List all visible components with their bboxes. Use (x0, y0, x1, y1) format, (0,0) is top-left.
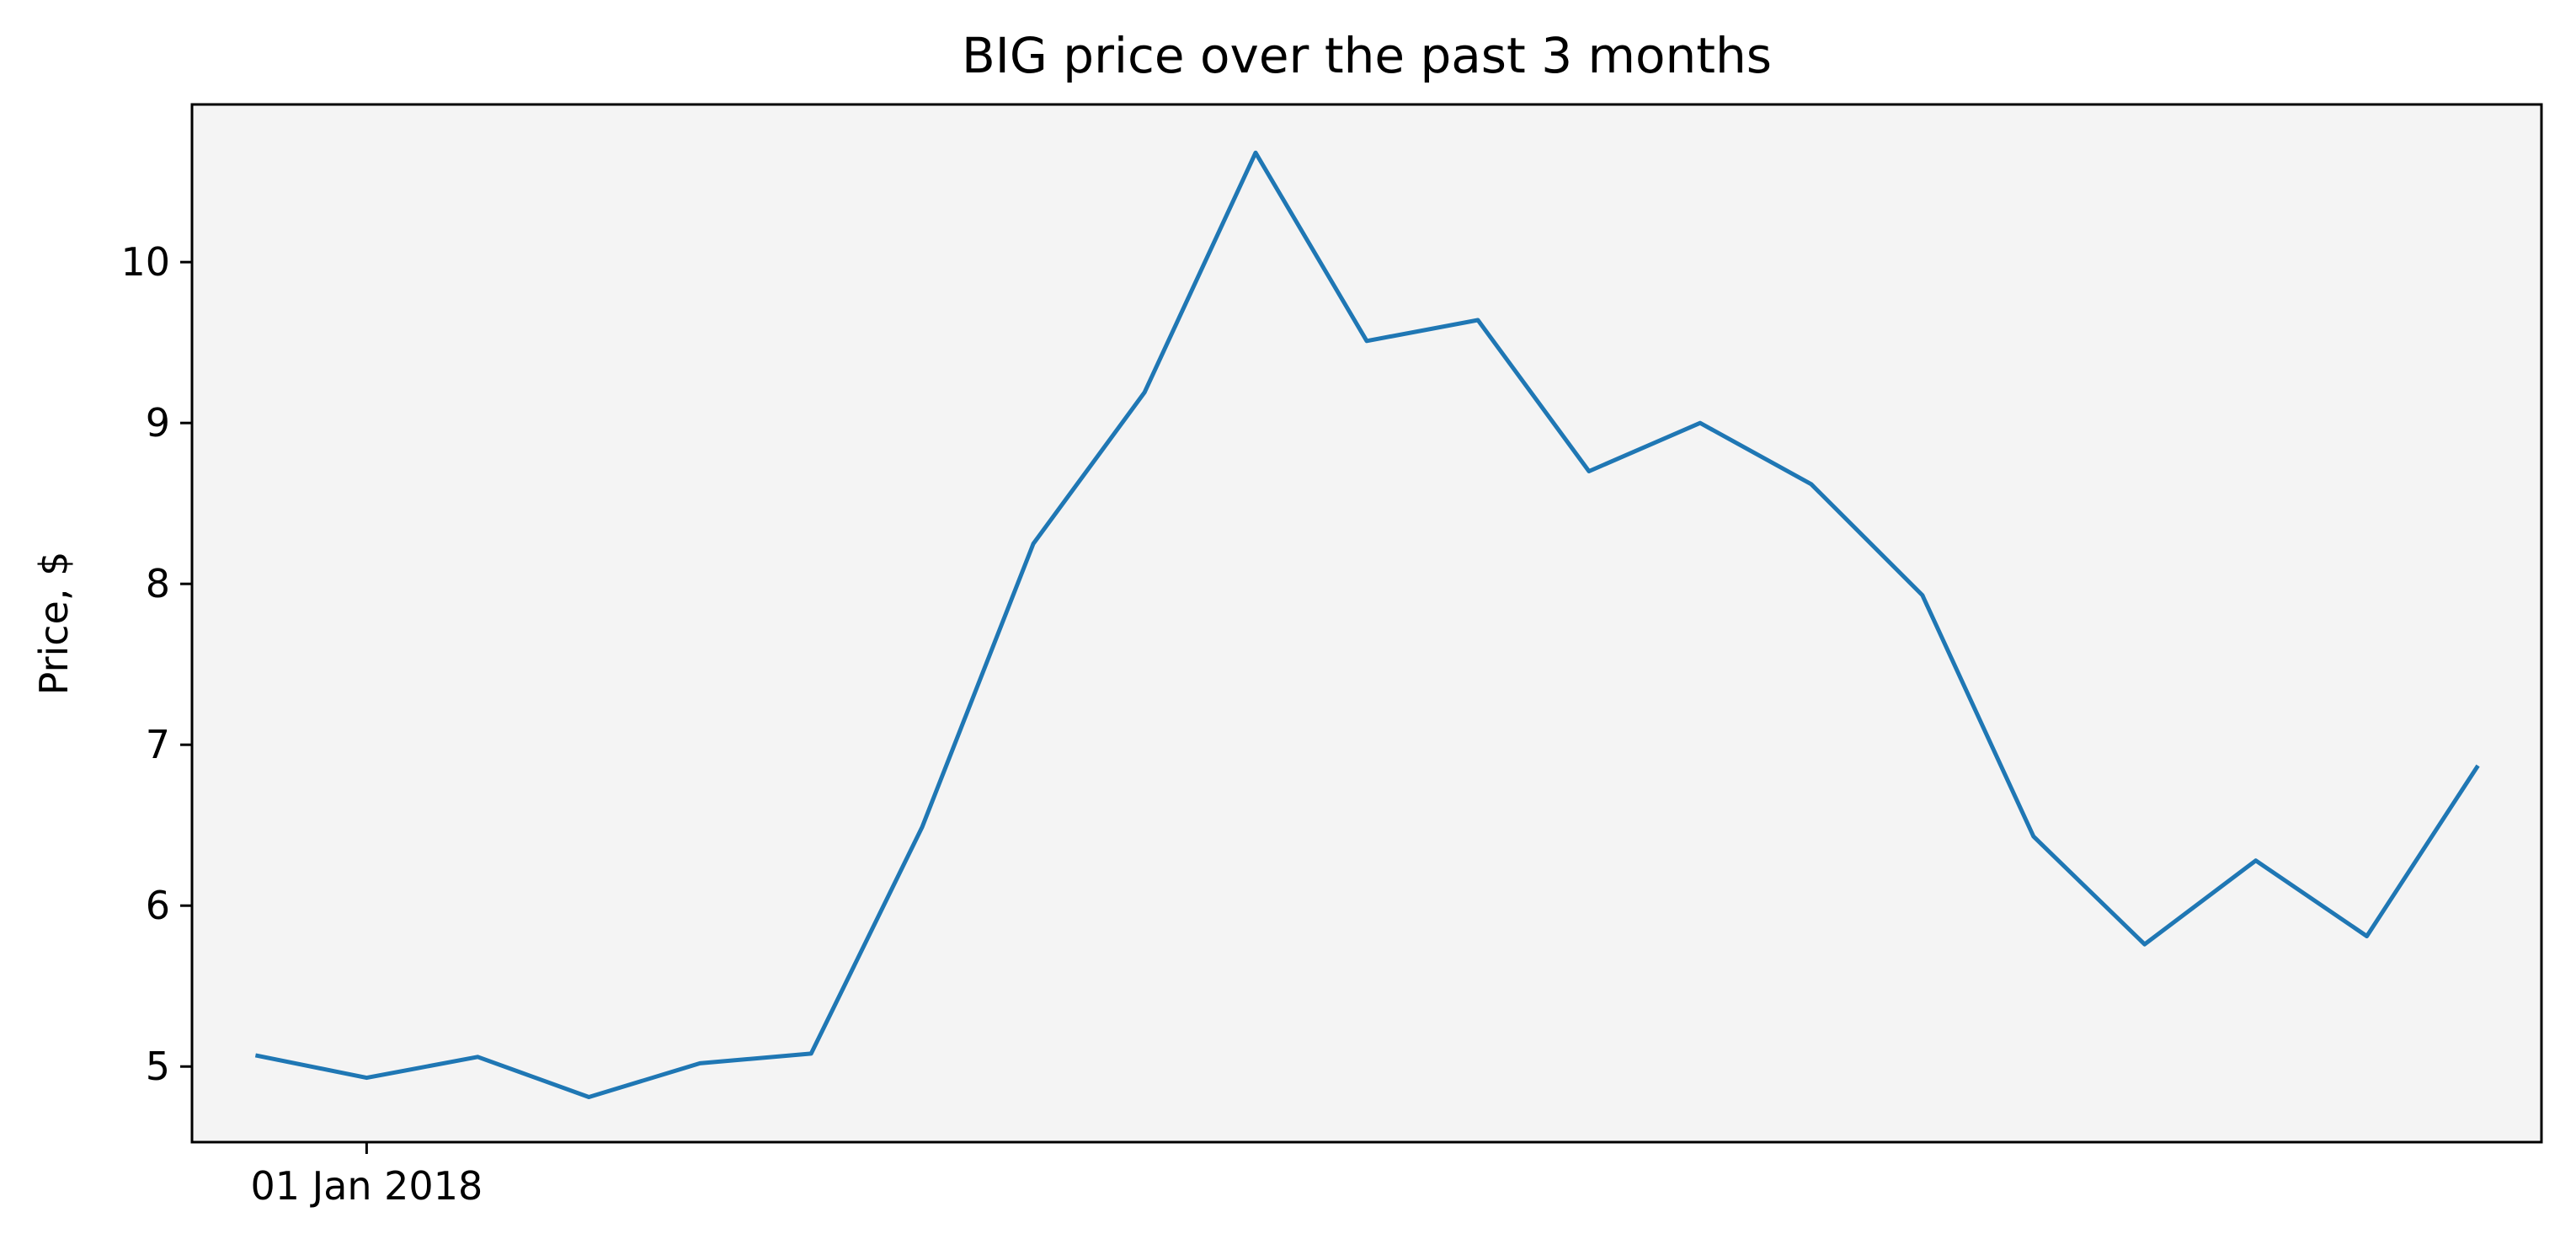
chart-title: BIG price over the past 3 months (962, 27, 1772, 84)
series-layer (254, 150, 2480, 1099)
y-tick-label: 9 (146, 400, 170, 446)
plot-frame (190, 103, 2543, 1144)
y-tick-label: 6 (146, 883, 170, 928)
x-axis-ticks: 01 Jan 2018 (250, 1142, 483, 1209)
y-tick-label: 8 (146, 561, 170, 606)
plot-area (192, 104, 2541, 1142)
y-axis-label: Price, $ (31, 552, 77, 696)
y-tick-label: 7 (146, 722, 170, 767)
x-tick-label: 01 Jan 2018 (250, 1163, 483, 1209)
y-tick-label: 5 (146, 1044, 170, 1089)
y-tick-label: 10 (120, 239, 170, 285)
y-axis-ticks: 5 6 7 8 9 10 (120, 239, 192, 1089)
